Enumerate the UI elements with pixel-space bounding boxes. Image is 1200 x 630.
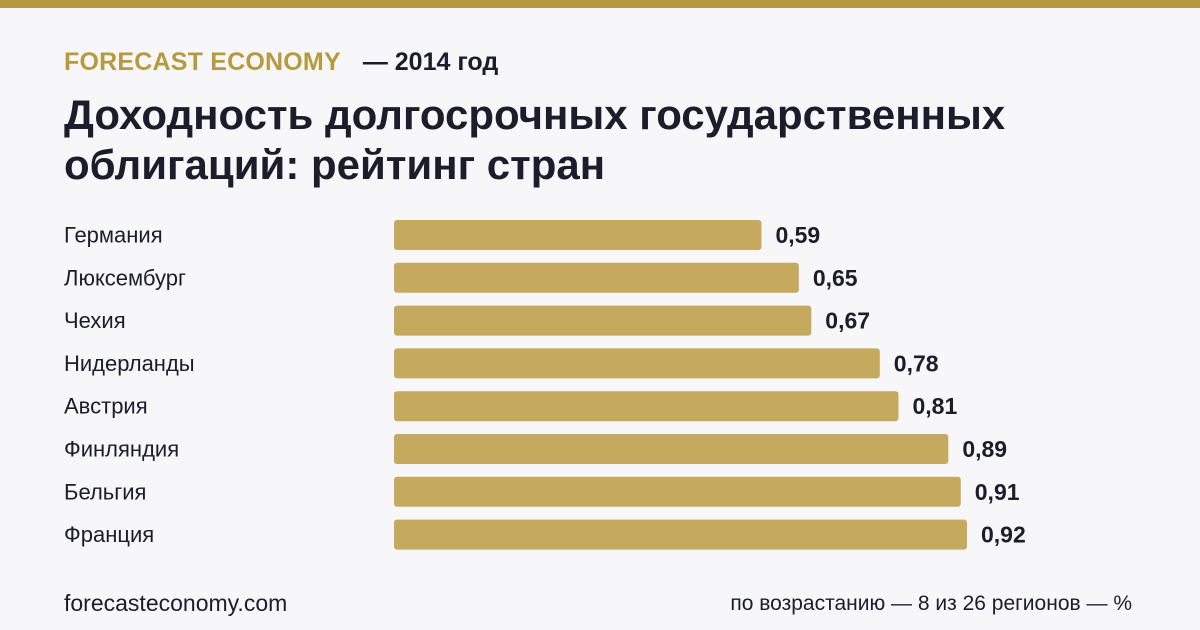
- value-label: 0,65: [813, 265, 858, 291]
- bar: [394, 434, 949, 464]
- value-label: 0,91: [975, 479, 1020, 505]
- category-label: Люксембург: [64, 265, 186, 290]
- value-label: 0,59: [775, 222, 820, 248]
- year-label: — 2014 год: [362, 47, 499, 76]
- bar: [394, 262, 799, 293]
- header: FORECAST ECONOMY — 2014 год: [64, 44, 498, 80]
- category-label: Финляндия: [64, 437, 179, 462]
- bar: [394, 391, 899, 422]
- category-label: Австрия: [64, 394, 148, 419]
- page-title: Доходность долгосрочных государственных …: [64, 91, 1006, 188]
- category-label: Франция: [64, 522, 154, 547]
- value-label: 0,81: [912, 393, 957, 419]
- value-label: 0,92: [981, 522, 1026, 548]
- bar: [394, 220, 762, 250]
- bar: [394, 476, 961, 507]
- category-label: Нидерланды: [64, 351, 195, 376]
- brand-name: FORECAST ECONOMY: [64, 47, 341, 76]
- bar-chart: Германия 0,59 Люксембург 0,65 Чехия 0,67 Нидер…: [64, 220, 1026, 550]
- bar: [394, 519, 967, 550]
- top-accent-stripe: [0, 0, 1200, 8]
- value-label: 0,89: [962, 436, 1007, 462]
- footer-note: по возрастанию — 8 из 26 регионов — %: [730, 592, 1132, 615]
- value-label: 0,78: [894, 350, 939, 376]
- bar: [394, 348, 880, 379]
- category-label: Германия: [64, 223, 163, 248]
- bar: [394, 305, 812, 336]
- value-label: 0,67: [825, 308, 870, 334]
- footer-site: forecasteconomy.com: [64, 590, 288, 616]
- category-label: Чехия: [64, 308, 126, 333]
- category-label: Бельгия: [64, 479, 146, 504]
